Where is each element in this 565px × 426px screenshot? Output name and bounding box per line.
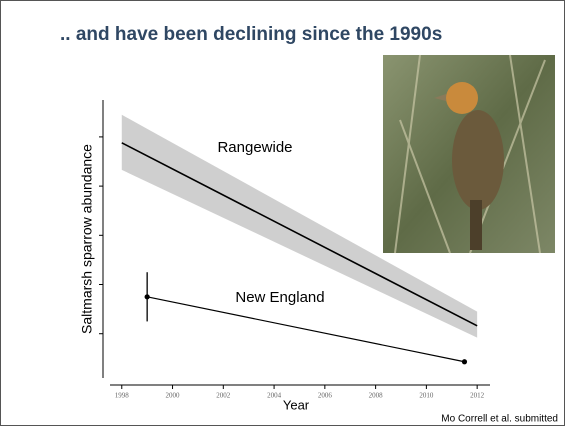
series-label: Rangewide (217, 139, 292, 156)
source-note: Mo Correll et al. submitted (441, 414, 558, 425)
trend-line (121, 142, 478, 327)
x-tick-label: 2010 (419, 392, 434, 400)
x-tick-label: 1998 (115, 392, 130, 400)
x-axis-label: Year (283, 397, 310, 412)
x-tick-label: 2006 (318, 392, 333, 400)
slide-title: .. and have been declining since the 199… (60, 24, 442, 45)
bird-photo (383, 54, 555, 254)
x-tick-label: 2008 (369, 392, 384, 400)
data-point (461, 359, 468, 365)
series-label: New England (235, 289, 324, 306)
x-tick-label: 2002 (216, 392, 231, 400)
x-tick-label: 2000 (166, 392, 181, 400)
x-tick-label: 2012 (470, 392, 485, 400)
y-axis-label: Saltmarsh sparrow abundance (79, 144, 95, 334)
confidence-band (121, 114, 478, 338)
x-tick-label: 2004 (267, 392, 282, 400)
trend-line (147, 296, 465, 363)
data-point (144, 294, 150, 300)
